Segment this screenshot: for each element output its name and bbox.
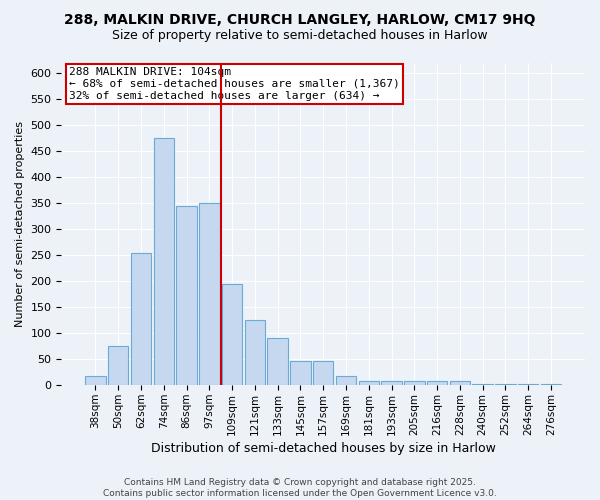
Bar xyxy=(336,376,356,386)
Bar xyxy=(176,206,197,386)
Bar xyxy=(290,361,311,386)
Bar xyxy=(245,320,265,386)
Bar xyxy=(359,381,379,386)
Bar xyxy=(154,138,174,386)
Bar xyxy=(85,376,106,386)
Bar xyxy=(495,384,515,386)
Bar xyxy=(404,381,425,386)
Bar xyxy=(472,384,493,386)
Bar xyxy=(268,338,288,386)
Bar xyxy=(108,346,128,386)
X-axis label: Distribution of semi-detached houses by size in Harlow: Distribution of semi-detached houses by … xyxy=(151,442,496,455)
Bar xyxy=(222,284,242,386)
Text: 288, MALKIN DRIVE, CHURCH LANGLEY, HARLOW, CM17 9HQ: 288, MALKIN DRIVE, CHURCH LANGLEY, HARLO… xyxy=(64,12,536,26)
Bar xyxy=(381,381,402,386)
Bar xyxy=(313,361,334,386)
Bar xyxy=(131,252,151,386)
Bar xyxy=(518,384,538,386)
Bar xyxy=(199,203,220,386)
Text: Contains HM Land Registry data © Crown copyright and database right 2025.
Contai: Contains HM Land Registry data © Crown c… xyxy=(103,478,497,498)
Bar xyxy=(541,384,561,386)
Text: Size of property relative to semi-detached houses in Harlow: Size of property relative to semi-detach… xyxy=(112,29,488,42)
Text: 288 MALKIN DRIVE: 104sqm
← 68% of semi-detached houses are smaller (1,367)
32% o: 288 MALKIN DRIVE: 104sqm ← 68% of semi-d… xyxy=(69,68,400,100)
Y-axis label: Number of semi-detached properties: Number of semi-detached properties xyxy=(15,121,25,327)
Bar xyxy=(427,381,448,386)
Bar xyxy=(449,381,470,386)
